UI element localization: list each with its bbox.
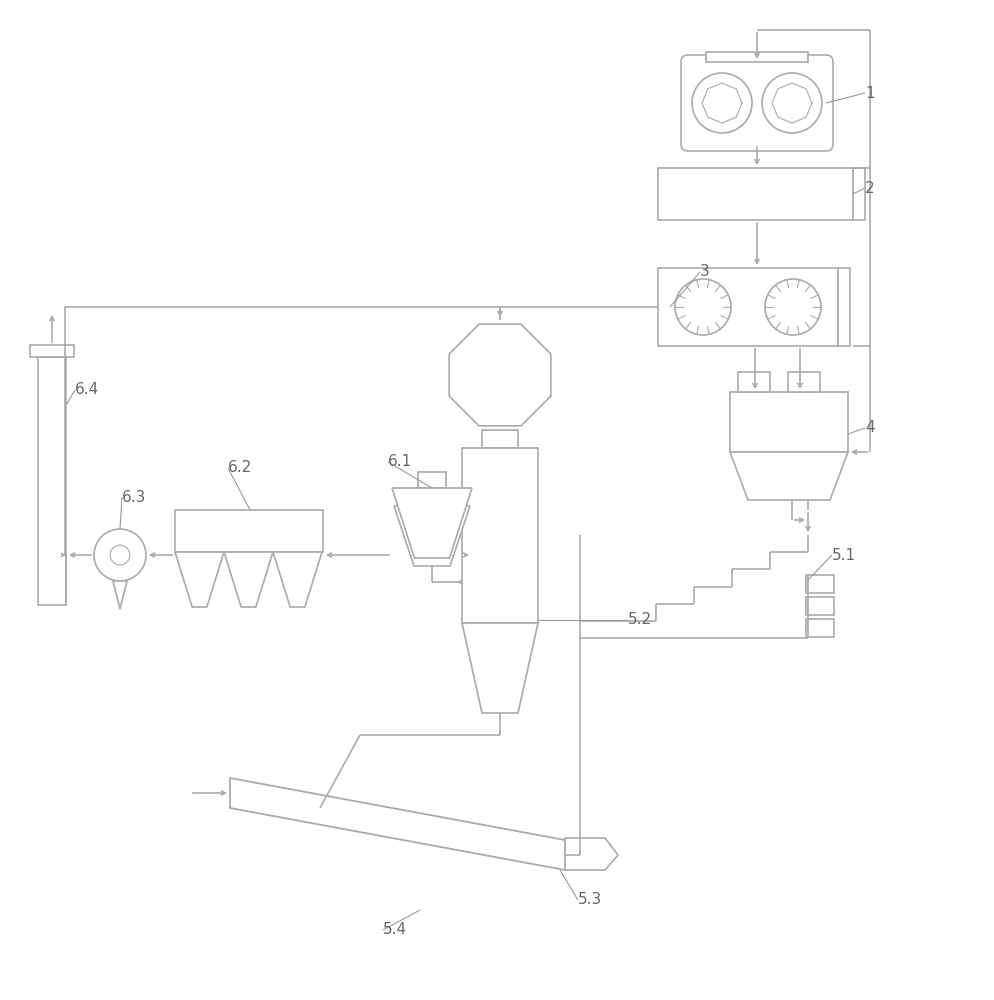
Text: 6.3: 6.3 (122, 489, 146, 504)
Polygon shape (461, 623, 538, 713)
Text: 3: 3 (700, 264, 709, 279)
Bar (805, 619, 833, 637)
Polygon shape (175, 552, 224, 607)
Text: 4: 4 (864, 420, 874, 436)
Bar (787, 372, 819, 392)
Polygon shape (565, 838, 617, 870)
Bar (30, 345, 74, 357)
Circle shape (691, 73, 751, 133)
Polygon shape (272, 552, 322, 607)
Text: 1: 1 (864, 86, 874, 101)
Circle shape (93, 529, 146, 581)
Bar (417, 472, 445, 488)
Text: 6.2: 6.2 (228, 460, 252, 476)
Bar (461, 448, 538, 623)
Bar (837, 268, 849, 346)
Circle shape (674, 279, 731, 335)
FancyBboxPatch shape (680, 55, 832, 151)
Bar (805, 597, 833, 615)
Text: 5.4: 5.4 (383, 922, 407, 937)
Bar (730, 392, 847, 452)
Text: 6.4: 6.4 (75, 382, 99, 397)
Bar (657, 168, 852, 220)
Circle shape (110, 545, 130, 565)
Bar (481, 430, 518, 448)
Text: 6.1: 6.1 (388, 454, 412, 470)
Bar (852, 168, 864, 220)
Polygon shape (230, 778, 565, 870)
Bar (175, 510, 323, 552)
Bar (38, 357, 66, 605)
Bar (419, 490, 443, 506)
Bar (481, 623, 518, 645)
Polygon shape (394, 506, 469, 566)
Polygon shape (730, 452, 847, 500)
Text: 5.3: 5.3 (578, 892, 601, 907)
Text: 5.2: 5.2 (627, 612, 651, 628)
Polygon shape (392, 488, 471, 558)
Circle shape (764, 279, 820, 335)
Circle shape (761, 73, 821, 133)
Bar (706, 52, 807, 62)
Polygon shape (224, 552, 272, 607)
Bar (657, 268, 837, 346)
Bar (805, 575, 833, 593)
Text: 5.1: 5.1 (831, 548, 855, 562)
Polygon shape (113, 581, 127, 609)
Bar (738, 372, 769, 392)
Text: 2: 2 (864, 181, 874, 196)
